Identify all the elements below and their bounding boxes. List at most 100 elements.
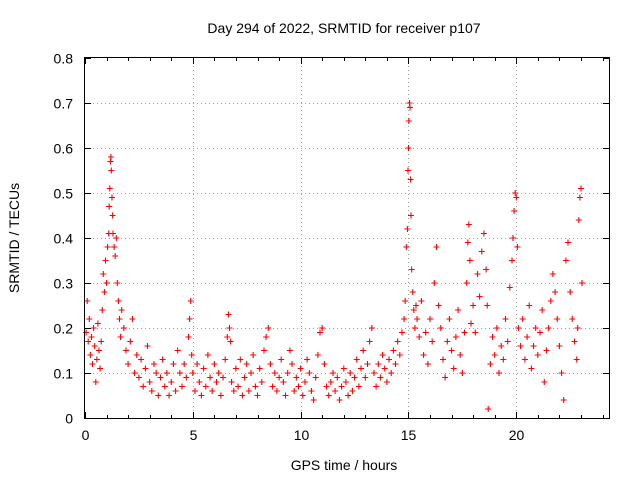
data-point bbox=[185, 334, 192, 340]
data-point bbox=[349, 388, 356, 394]
data-point bbox=[514, 244, 521, 250]
data-point bbox=[480, 230, 487, 237]
y-tick-label: 0.6 bbox=[54, 141, 74, 157]
data-point bbox=[113, 235, 120, 241]
data-point bbox=[338, 383, 345, 390]
data-point bbox=[161, 383, 168, 390]
data-point bbox=[224, 334, 231, 340]
data-point bbox=[511, 208, 518, 214]
data-point bbox=[360, 347, 367, 354]
data-point bbox=[188, 352, 195, 358]
data-point bbox=[148, 388, 155, 394]
data-point bbox=[491, 352, 498, 358]
data-point bbox=[91, 343, 98, 349]
data-point bbox=[407, 104, 413, 111]
data-point bbox=[569, 316, 576, 322]
data-point bbox=[545, 325, 552, 331]
data-point bbox=[276, 374, 283, 381]
data-point bbox=[493, 325, 500, 331]
data-point bbox=[332, 388, 339, 394]
data-point bbox=[498, 343, 505, 349]
data-point bbox=[297, 365, 304, 372]
data-point bbox=[484, 302, 491, 309]
data-point bbox=[427, 316, 433, 322]
data-point bbox=[512, 190, 519, 196]
data-point bbox=[109, 194, 115, 201]
data-point bbox=[347, 370, 354, 376]
data-point bbox=[142, 365, 149, 372]
data-point bbox=[289, 361, 295, 367]
data-point bbox=[433, 244, 440, 250]
data-point bbox=[306, 370, 313, 376]
data-point bbox=[405, 145, 412, 151]
grid-lines bbox=[85, 58, 609, 418]
data-point bbox=[558, 370, 565, 376]
data-point bbox=[96, 347, 102, 354]
x-axis-title: GPS time / hours bbox=[291, 457, 398, 473]
data-point bbox=[117, 334, 124, 340]
data-point bbox=[226, 325, 233, 331]
data-point bbox=[411, 325, 418, 331]
y-tick-label: 0 bbox=[65, 411, 73, 427]
x-tick-label: 15 bbox=[401, 427, 417, 443]
data-point bbox=[377, 374, 384, 381]
data-point bbox=[89, 361, 96, 367]
data-point bbox=[383, 379, 390, 385]
data-point bbox=[513, 194, 520, 201]
data-point bbox=[88, 334, 95, 340]
data-point bbox=[198, 392, 205, 399]
data-point bbox=[114, 280, 121, 286]
data-point bbox=[263, 334, 270, 340]
data-point bbox=[109, 212, 116, 219]
data-point bbox=[108, 167, 115, 174]
data-point bbox=[248, 370, 254, 376]
data-point bbox=[243, 361, 250, 367]
data-point bbox=[541, 379, 548, 385]
data-point bbox=[325, 392, 332, 399]
data-point bbox=[340, 365, 347, 372]
data-point bbox=[500, 356, 507, 363]
data-point bbox=[403, 244, 410, 250]
data-point bbox=[556, 343, 563, 349]
data-point bbox=[144, 343, 151, 349]
data-point bbox=[157, 374, 164, 381]
y-tick-label: 0.7 bbox=[54, 96, 74, 112]
data-point bbox=[390, 347, 397, 354]
data-point bbox=[418, 298, 425, 304]
data-point bbox=[302, 379, 308, 385]
data-point bbox=[299, 392, 306, 399]
data-point bbox=[101, 289, 108, 295]
data-point bbox=[509, 257, 515, 264]
data-point bbox=[99, 307, 106, 313]
y-tick-label: 0.3 bbox=[54, 276, 74, 292]
data-point bbox=[118, 307, 125, 313]
data-point bbox=[355, 383, 362, 390]
data-point bbox=[293, 374, 300, 381]
data-point bbox=[410, 307, 417, 313]
data-point bbox=[416, 334, 423, 340]
data-point bbox=[102, 257, 109, 264]
data-point bbox=[407, 176, 414, 183]
data-point bbox=[265, 325, 272, 331]
data-point bbox=[534, 352, 541, 358]
data-point bbox=[207, 374, 214, 381]
data-point bbox=[560, 397, 567, 403]
data-point bbox=[321, 361, 328, 367]
data-point bbox=[235, 383, 242, 390]
data-point bbox=[116, 316, 123, 322]
data-point bbox=[314, 352, 321, 358]
data-point bbox=[202, 383, 209, 390]
x-tick-label: 0 bbox=[82, 427, 90, 443]
data-point bbox=[269, 383, 276, 390]
data-point bbox=[504, 338, 511, 345]
data-point bbox=[519, 316, 526, 322]
data-point bbox=[228, 379, 235, 385]
data-point bbox=[487, 361, 494, 367]
data-point bbox=[166, 392, 173, 399]
data-point bbox=[120, 325, 127, 331]
data-point bbox=[129, 316, 136, 322]
data-point bbox=[209, 388, 216, 394]
data-point bbox=[351, 374, 358, 381]
data-point bbox=[189, 370, 196, 376]
data-point bbox=[373, 383, 380, 390]
